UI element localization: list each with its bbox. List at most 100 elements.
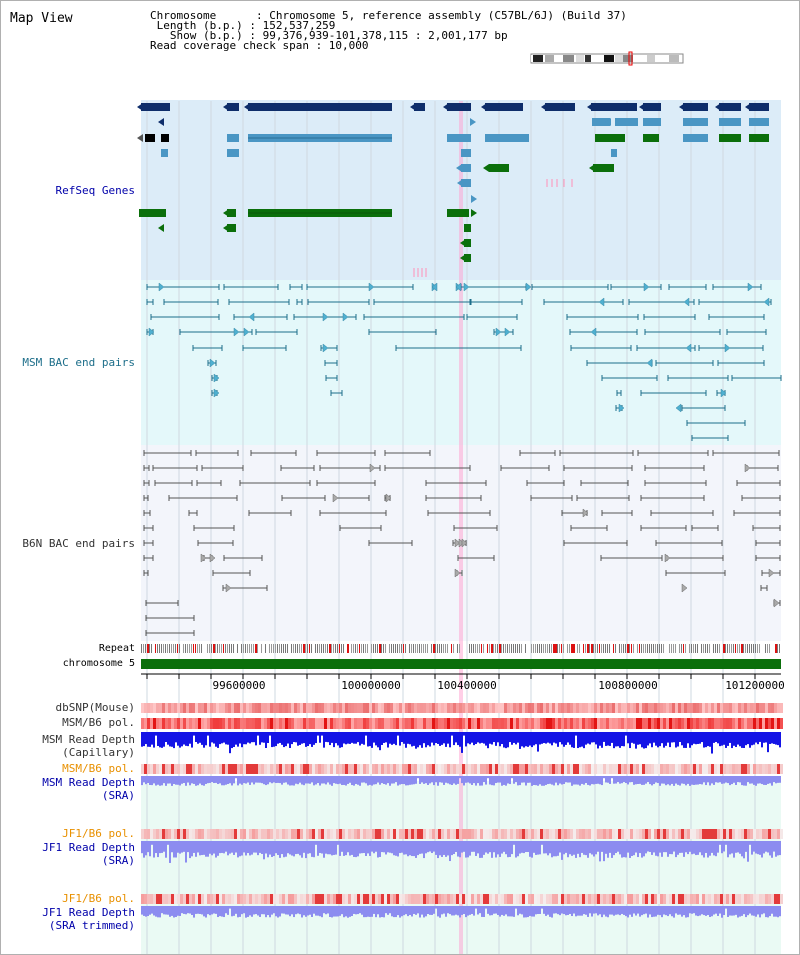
polymorphism-cell bbox=[264, 718, 267, 729]
repeat-element bbox=[513, 644, 514, 653]
repeat-element bbox=[433, 644, 435, 653]
polymorphism-cell bbox=[696, 703, 699, 713]
repeat-element bbox=[775, 644, 777, 653]
polymorphism-cell bbox=[189, 718, 192, 729]
refseq-genes-label[interactable]: RefSeq Genes bbox=[55, 184, 135, 197]
repeat-element bbox=[157, 644, 158, 653]
polymorphism-cell bbox=[378, 703, 381, 713]
polymorphism-cell bbox=[642, 764, 645, 774]
polymorphism-cell bbox=[228, 718, 231, 729]
polymorphism-cell bbox=[645, 718, 648, 729]
polymorphism-cell bbox=[273, 718, 276, 729]
gene-exon bbox=[227, 134, 239, 142]
read-depth-bar bbox=[539, 776, 541, 785]
repeat-element bbox=[393, 644, 394, 653]
read-depth-bar bbox=[357, 906, 359, 915]
read-depth-bar bbox=[355, 732, 357, 744]
polymorphism-cell bbox=[318, 894, 321, 904]
read-depth-bar bbox=[649, 841, 651, 852]
read-depth-bar bbox=[367, 906, 369, 917]
polymorphism-cell bbox=[765, 703, 768, 713]
gene-strand-arrow bbox=[471, 195, 477, 203]
read-depth-bar bbox=[409, 776, 411, 785]
read-depth-bar bbox=[681, 841, 683, 853]
gene-strand-arrow bbox=[679, 103, 685, 111]
read-depth-bar bbox=[385, 776, 387, 785]
polymorphism-cell bbox=[627, 894, 630, 904]
polymorphism-cell bbox=[177, 718, 180, 729]
polymorphism-cell bbox=[171, 764, 174, 774]
polymorphism-cell bbox=[387, 829, 390, 839]
read-depth-bar bbox=[145, 732, 147, 745]
polymorphism-cell bbox=[696, 829, 699, 839]
polymorphism-cell bbox=[474, 764, 477, 774]
polymorphism-cell bbox=[198, 764, 201, 774]
read-depth-bar bbox=[657, 732, 659, 748]
polymorphism-cell bbox=[510, 829, 513, 839]
polymorphism-cell bbox=[546, 718, 549, 729]
polymorphism-cell bbox=[270, 703, 273, 713]
b6n-bac-end-marker bbox=[369, 463, 376, 473]
repeat-element bbox=[769, 644, 770, 653]
polymorphism-cell bbox=[585, 894, 588, 904]
read-depth-bar bbox=[733, 906, 735, 916]
polymorphism-cell bbox=[519, 829, 522, 839]
polymorphism-cell bbox=[462, 703, 465, 713]
read-depth-bar bbox=[335, 841, 337, 855]
read-depth-bar bbox=[661, 841, 663, 857]
polymorphism-cell bbox=[159, 703, 162, 713]
read-depth-bar bbox=[217, 841, 219, 856]
read-depth-bar bbox=[319, 732, 321, 743]
repeat-element bbox=[431, 644, 432, 653]
read-depth-bar bbox=[193, 841, 195, 853]
repeat-element bbox=[727, 644, 728, 653]
read-depth-bar bbox=[535, 906, 537, 915]
polymorphism-cell bbox=[510, 894, 513, 904]
polymorphism-cell bbox=[555, 718, 558, 729]
read-depth-bar bbox=[401, 776, 403, 785]
polymorphism-cell bbox=[561, 703, 564, 713]
repeat-element bbox=[731, 644, 732, 653]
polymorphism-cell bbox=[255, 764, 258, 774]
polymorphism-cell bbox=[213, 894, 216, 904]
read-depth-bar bbox=[447, 732, 449, 744]
read-depth-bar bbox=[153, 841, 155, 858]
read-depth-bar bbox=[275, 732, 277, 747]
repeat-element bbox=[297, 644, 298, 653]
read-depth-bar bbox=[311, 776, 313, 783]
read-depth-bar bbox=[511, 906, 513, 917]
read-depth-bar bbox=[149, 841, 151, 857]
read-depth-bar bbox=[211, 732, 213, 743]
read-depth-bar bbox=[155, 841, 157, 854]
polymorphism-cell bbox=[729, 764, 732, 774]
read-depth-bar bbox=[377, 841, 379, 858]
b6n-bac-end-marker bbox=[454, 538, 461, 548]
polymorphism-cell bbox=[459, 718, 462, 729]
polymorphism-cell bbox=[381, 764, 384, 774]
read-depth-bar bbox=[183, 776, 185, 784]
msm-bac-label[interactable]: MSM BAC end pairs bbox=[22, 356, 135, 369]
polymorphism-cell bbox=[378, 718, 381, 729]
polymorphism-cell bbox=[258, 829, 261, 839]
read-depth-bar bbox=[775, 906, 777, 917]
read-depth-bar bbox=[243, 841, 245, 853]
polymorphism-cell bbox=[678, 894, 681, 904]
read-depth-bar bbox=[319, 776, 321, 786]
read-depth-bar bbox=[605, 732, 607, 746]
read-depth-bar bbox=[203, 906, 205, 917]
read-depth-bar bbox=[411, 776, 413, 785]
read-depth-bar bbox=[479, 732, 481, 744]
polymorphism-cell bbox=[180, 894, 183, 904]
read-depth-bar bbox=[533, 906, 535, 917]
read-depth-bar bbox=[647, 906, 649, 918]
polymorphism-cell bbox=[444, 894, 447, 904]
polymorphism-cell bbox=[663, 764, 666, 774]
repeat-element bbox=[573, 644, 575, 653]
read-depth-bar bbox=[663, 906, 665, 915]
b6n-bac-label[interactable]: B6N BAC end pairs bbox=[22, 537, 135, 550]
read-depth-bar bbox=[359, 776, 361, 786]
read-depth-bar bbox=[623, 906, 625, 915]
polymorphism-cell bbox=[348, 894, 351, 904]
polymorphism-cell bbox=[303, 703, 306, 713]
